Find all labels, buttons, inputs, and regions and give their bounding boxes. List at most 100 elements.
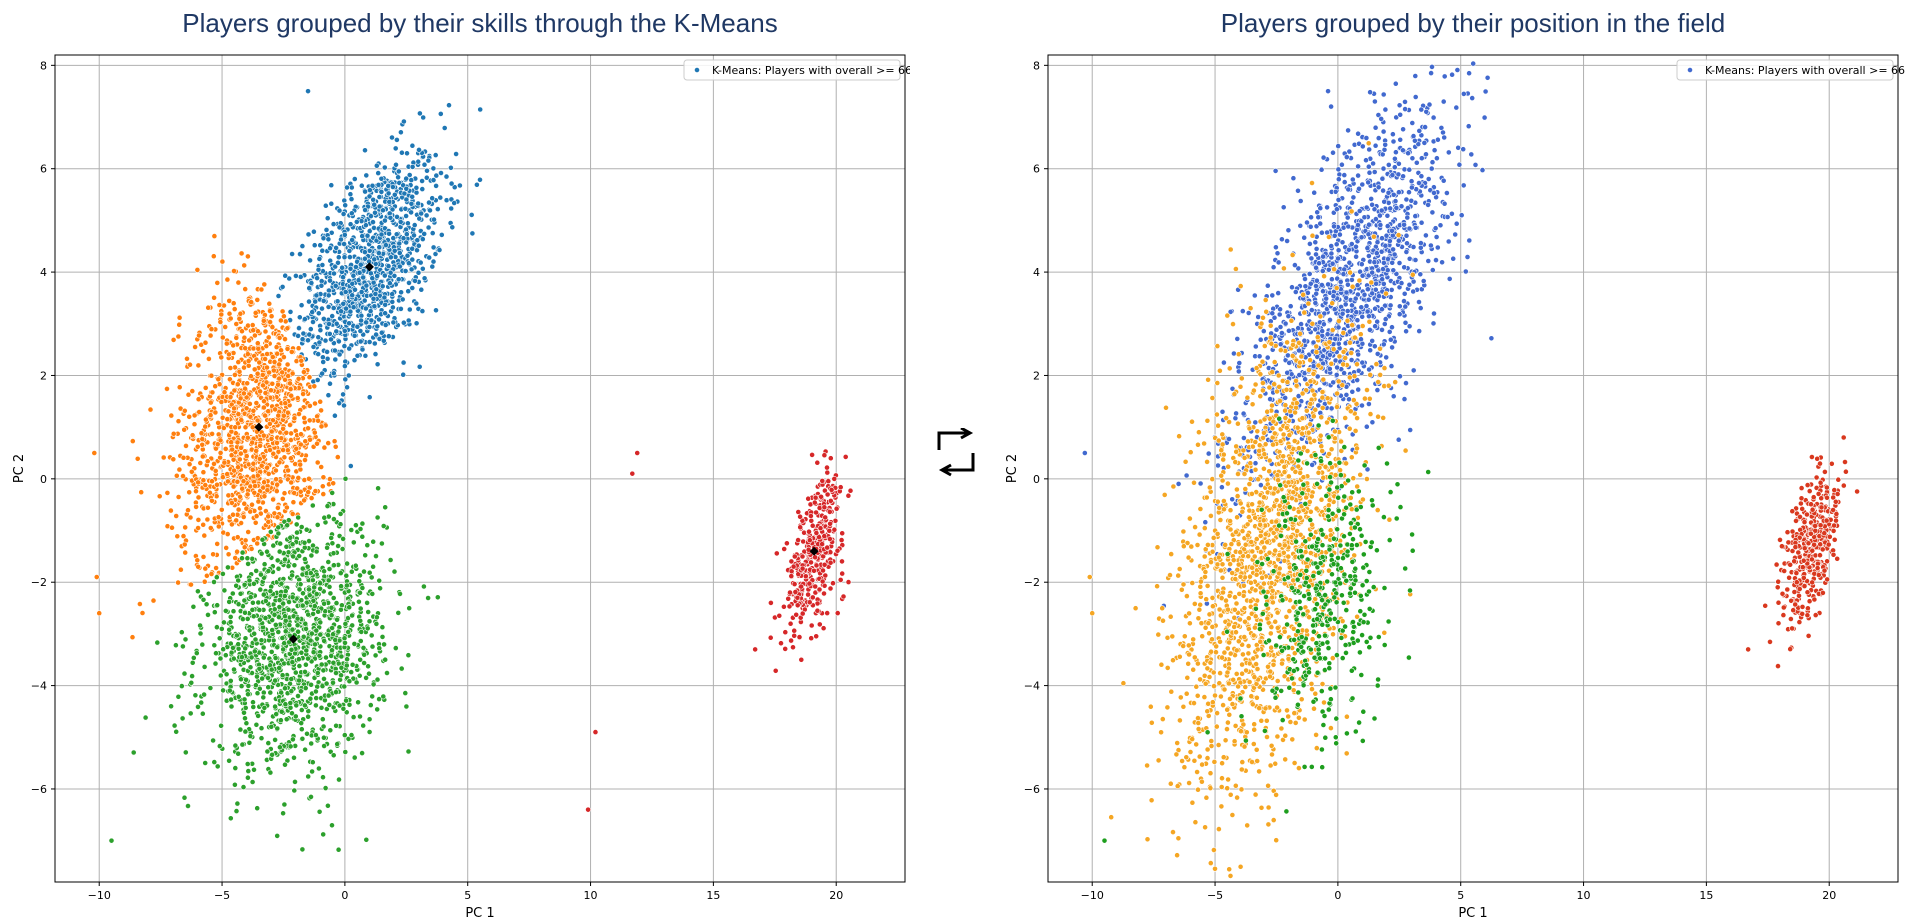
left-point bbox=[781, 546, 788, 552]
left-point bbox=[348, 184, 355, 191]
left-point bbox=[235, 506, 242, 513]
left-point bbox=[808, 517, 815, 524]
left-point bbox=[234, 439, 241, 446]
right-point bbox=[1354, 317, 1361, 324]
left-point bbox=[252, 309, 259, 316]
left-point bbox=[270, 496, 276, 503]
left-point bbox=[246, 400, 253, 407]
left-point bbox=[326, 584, 333, 590]
left-point bbox=[270, 542, 277, 549]
left-point bbox=[424, 167, 430, 174]
left-point bbox=[230, 300, 237, 307]
left-point bbox=[366, 187, 373, 193]
left-point bbox=[264, 351, 270, 357]
left-point bbox=[179, 643, 186, 650]
left-point bbox=[847, 487, 854, 494]
left-point bbox=[277, 540, 284, 547]
left-point bbox=[227, 315, 234, 322]
right-point bbox=[1370, 160, 1376, 167]
left-point bbox=[433, 307, 439, 314]
left-point bbox=[240, 784, 247, 790]
left-point bbox=[287, 422, 293, 428]
left-point bbox=[302, 661, 309, 668]
right-point bbox=[1333, 241, 1340, 248]
left-point bbox=[215, 419, 221, 426]
left-point bbox=[250, 704, 257, 710]
left-point bbox=[249, 779, 256, 785]
left-point bbox=[182, 524, 189, 531]
left-point bbox=[285, 563, 292, 569]
left-outlier-point bbox=[93, 574, 100, 580]
left-point bbox=[372, 351, 379, 357]
left-point bbox=[338, 672, 344, 679]
left-point bbox=[366, 618, 373, 625]
left-point bbox=[251, 366, 258, 373]
left-point bbox=[298, 726, 305, 733]
right-point bbox=[1406, 323, 1413, 330]
left-point bbox=[799, 610, 806, 617]
left-point bbox=[289, 736, 296, 743]
left-point bbox=[201, 532, 208, 539]
left-point bbox=[248, 373, 254, 380]
left-point bbox=[833, 505, 840, 512]
left-point bbox=[335, 543, 341, 549]
left-point bbox=[203, 601, 210, 608]
left-point bbox=[400, 235, 407, 242]
left-point bbox=[809, 594, 816, 601]
left-point bbox=[277, 317, 284, 324]
left-point bbox=[281, 490, 288, 497]
left-point bbox=[261, 561, 268, 568]
left-point bbox=[255, 713, 261, 719]
left-point bbox=[824, 544, 831, 551]
left-point bbox=[409, 285, 416, 291]
left-point bbox=[150, 597, 157, 604]
left-point bbox=[391, 191, 398, 198]
left-point bbox=[379, 634, 386, 640]
left-point bbox=[243, 405, 250, 412]
right-point bbox=[1469, 95, 1476, 101]
left-point bbox=[234, 548, 240, 555]
left-point bbox=[405, 288, 412, 295]
left-point bbox=[349, 622, 356, 629]
left-point bbox=[374, 273, 381, 279]
left-point bbox=[139, 610, 146, 616]
left-legend-marker bbox=[694, 67, 700, 73]
left-point bbox=[813, 530, 820, 536]
left-point bbox=[296, 325, 302, 331]
left-point bbox=[239, 485, 246, 492]
left-point bbox=[239, 549, 246, 556]
left-point bbox=[430, 258, 437, 265]
left-point bbox=[409, 245, 416, 252]
left-point bbox=[204, 458, 211, 465]
left-point bbox=[222, 652, 229, 659]
left-point bbox=[338, 236, 344, 243]
left-point bbox=[282, 400, 289, 407]
left-point bbox=[287, 386, 294, 392]
left-point bbox=[190, 655, 197, 661]
left-point bbox=[358, 218, 365, 224]
left-point bbox=[373, 331, 379, 338]
left-xtick-label: 10 bbox=[584, 889, 598, 902]
left-point bbox=[306, 402, 313, 409]
left-point bbox=[837, 577, 844, 583]
left-point bbox=[368, 574, 375, 581]
left-point bbox=[325, 392, 332, 399]
left-point bbox=[272, 737, 278, 743]
left-point bbox=[360, 722, 367, 729]
right-point bbox=[1428, 165, 1435, 172]
left-point bbox=[276, 597, 283, 603]
right-point bbox=[1358, 261, 1365, 268]
left-point bbox=[408, 266, 415, 273]
left-point bbox=[397, 305, 404, 312]
left-point bbox=[289, 594, 296, 601]
left-point bbox=[269, 324, 276, 330]
left-point bbox=[258, 550, 265, 557]
left-point bbox=[385, 190, 392, 197]
left-point bbox=[309, 759, 316, 766]
left-point bbox=[333, 600, 340, 606]
left-point bbox=[284, 361, 291, 368]
left-point bbox=[298, 302, 305, 309]
left-point bbox=[429, 263, 436, 270]
left-point bbox=[183, 442, 189, 449]
